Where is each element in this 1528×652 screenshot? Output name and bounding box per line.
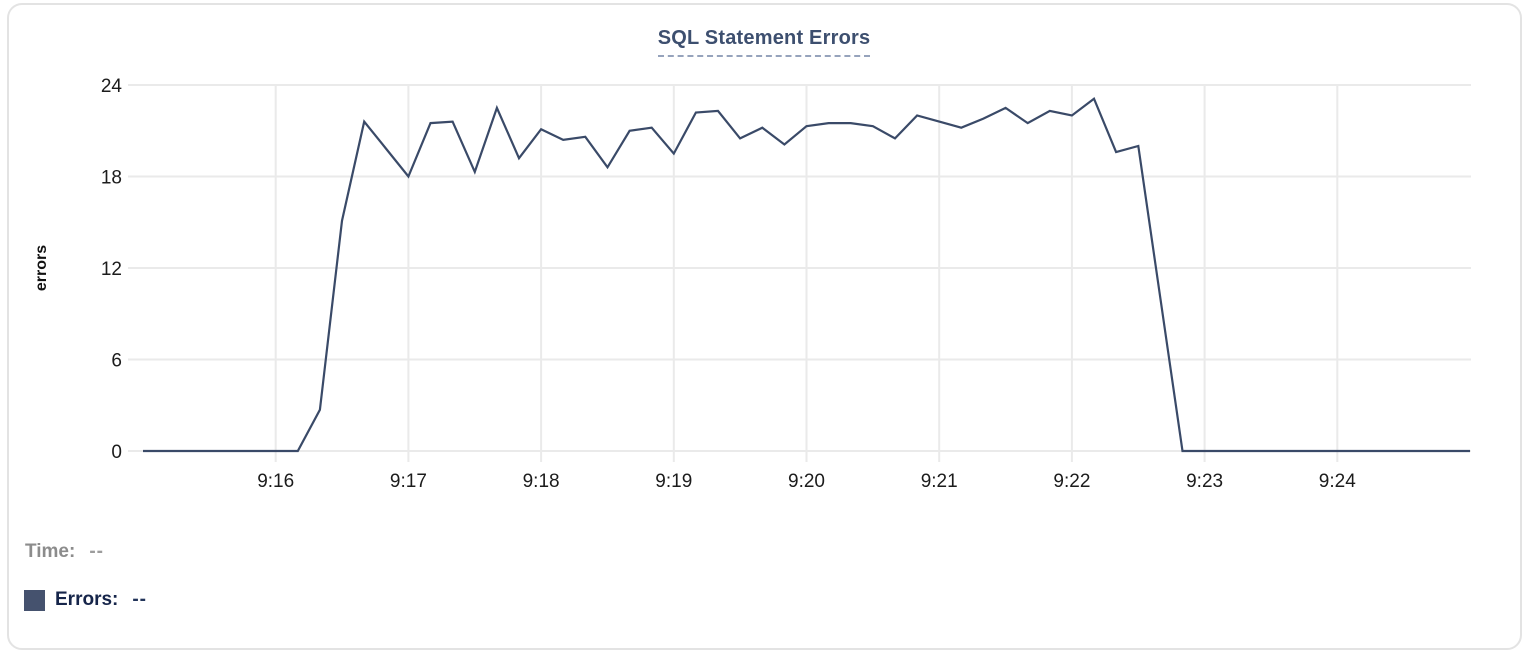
x-axis-tick-label: 9:23 (1186, 471, 1223, 492)
errors-series-swatch-icon (24, 589, 45, 611)
x-axis-tick-label: 9:18 (523, 471, 560, 492)
chart-header: SQL Statement Errors (0, 27, 1528, 57)
y-axis-tick-label: 12 (101, 259, 122, 280)
legend-errors-value: -- (132, 589, 148, 610)
x-axis-tick-label: 9:22 (1053, 471, 1090, 492)
chart-card (7, 3, 1522, 650)
tooltip-time-row: Time: -- (25, 541, 104, 563)
y-axis-title: errors (33, 245, 50, 291)
y-axis-tick-label: 18 (101, 168, 122, 189)
x-axis-tick-label: 9:21 (921, 471, 958, 492)
y-axis-tick-label: 0 (111, 442, 122, 463)
x-axis-tick-label: 9:24 (1319, 471, 1356, 492)
tooltip-time-value: -- (89, 541, 104, 562)
legend-errors-row: Errors: -- (24, 589, 147, 611)
y-axis-tick-label: 24 (101, 76, 123, 97)
legend-errors-label: Errors: (55, 589, 119, 610)
x-axis-tick-label: 9:20 (788, 471, 825, 492)
x-axis-tick-label: 9:19 (655, 471, 692, 492)
errors-series-line (143, 96, 1470, 453)
chart-title[interactable]: SQL Statement Errors (657, 27, 871, 57)
x-axis-tick-label: 9:16 (257, 471, 294, 492)
y-axis-tick-label: 6 (111, 351, 122, 372)
tooltip-time-label: Time: (25, 541, 76, 562)
x-axis-tick-label: 9:17 (390, 471, 427, 492)
